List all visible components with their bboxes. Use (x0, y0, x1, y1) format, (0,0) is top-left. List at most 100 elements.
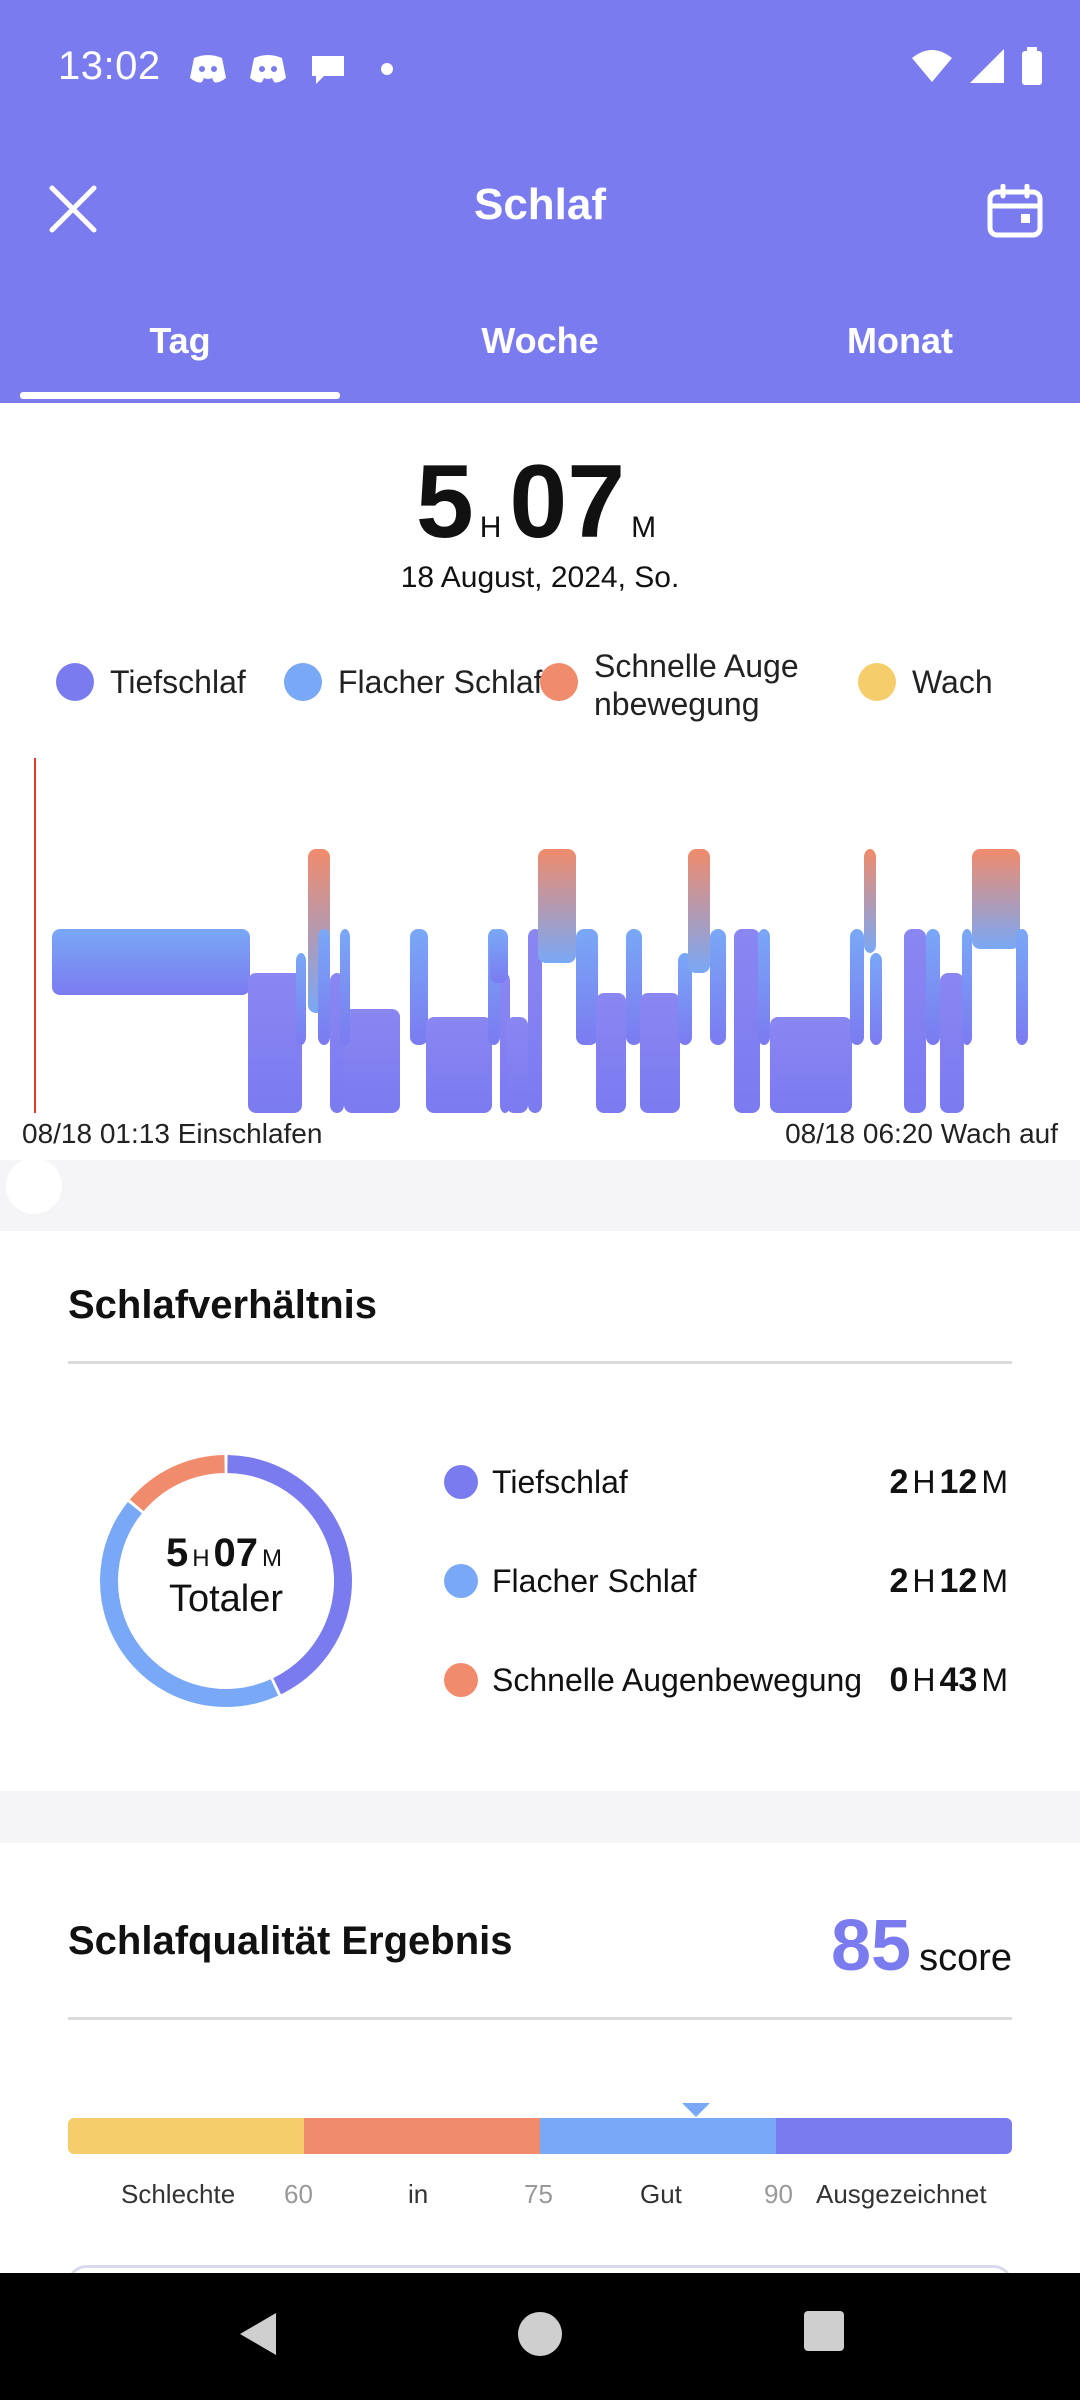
tab-month[interactable]: Monat (847, 320, 953, 361)
segment-rem (972, 849, 1020, 949)
segment-light (1016, 929, 1028, 1045)
ratio-deep-name: Tiefschlaf (492, 1463, 628, 1500)
legend-light-label: Flacher Schlaf (338, 663, 543, 700)
segment-light (850, 929, 864, 1045)
segment-light (870, 953, 882, 1045)
ratio-light-name: Flacher Schlaf (492, 1562, 697, 1599)
chat-bubble-icon (312, 56, 344, 84)
segment-deep (770, 1017, 852, 1113)
awake-dot (858, 663, 896, 701)
score-value: 85 (830, 1906, 912, 1986)
segment-light (576, 929, 598, 1045)
toolbar: Schlaf (0, 150, 1080, 270)
ratio-row-deep: Tiefschlaf 2 H 12 M (444, 1457, 1012, 1507)
legend-deep-label: Tiefschlaf (110, 663, 246, 700)
legend-deep: Tiefschlaf (56, 663, 246, 701)
segment-deep (528, 929, 542, 1113)
donut-slice-deep (227, 1455, 352, 1695)
status-time: 13:02 (58, 44, 161, 88)
segment-rem (538, 849, 576, 963)
segment-light (318, 929, 330, 1045)
tab-week[interactable]: Woche (481, 320, 599, 361)
segment-deep (506, 1017, 528, 1113)
sleep-ratio-donut (99, 1455, 352, 1707)
donut-slice-light (99, 1501, 279, 1707)
score-unit: score (919, 1937, 1012, 1979)
light-dot (444, 1564, 478, 1598)
rem-minutes: 43 (939, 1660, 978, 1699)
center-hours-unit: H (192, 1545, 210, 1572)
rem-hours: 0 (889, 1660, 909, 1699)
legend-rem: Schnelle Auge nbewegung (540, 647, 799, 723)
segment-rem (864, 849, 876, 953)
quality-title: Schlafqualität Ergebnis (68, 1919, 513, 1963)
center-hours: 5 (165, 1531, 189, 1575)
deep-dot (56, 663, 94, 701)
center-minutes: 07 (213, 1531, 259, 1575)
center-minutes-unit: M (262, 1545, 283, 1572)
sleep-stage-timeline[interactable] (0, 753, 1080, 1123)
tab-day[interactable]: Tag (0, 300, 360, 403)
light-hours: 2 (889, 1561, 909, 1600)
calendar-button[interactable] (980, 176, 1050, 246)
period-tabs: Tag Woche Monat (0, 300, 1080, 403)
legend-awake: Wach (858, 663, 993, 701)
system-navigation-bar (0, 2273, 1080, 2400)
ratio-row-rem: Schnelle Augenbewegung 0 H 43 M (444, 1655, 1012, 1705)
light-dot (284, 663, 322, 701)
scroll-handle[interactable] (6, 1158, 62, 1214)
legend-rem-label-1: Schnelle Auge (594, 648, 799, 684)
segment-deep (248, 973, 302, 1113)
segment-light (926, 929, 940, 1045)
sleep-summary-card: 5 H07 M 18 August, 2024, So. Tiefschlaf Fl… (0, 403, 1080, 1190)
center-label: Totaler (168, 1578, 284, 1620)
total-sleep-time: 5 H07 M (0, 443, 1080, 562)
scale-label-excellent: Ausgezeichnet (816, 2179, 987, 2209)
header: 13:02 (0, 0, 1080, 403)
rem-dot (444, 1663, 478, 1697)
sleep-start-label: 08/18 01:13 Einschlafen (22, 1118, 323, 1149)
segment-light (758, 929, 770, 1045)
scale-threshold-60: 60 (284, 2179, 313, 2209)
quality-divider (68, 2017, 1012, 2020)
scale-label-poor: Schlechte (121, 2179, 236, 2209)
score-marker (682, 2103, 710, 2117)
scale-fair (304, 2118, 540, 2154)
scale-threshold-90: 90 (764, 2179, 793, 2209)
back-icon[interactable] (234, 2309, 280, 2359)
cellular-signal-icon (970, 49, 1004, 83)
discord-icon-2 (250, 55, 286, 83)
hours-unit: H (479, 511, 502, 544)
segment-light (410, 929, 428, 1045)
deep-dot (444, 1465, 478, 1499)
quality-scale-bar (68, 2118, 1012, 2154)
scale-label-fair: in (408, 2179, 429, 2209)
home-icon[interactable] (515, 2309, 565, 2359)
segment-deep (596, 993, 626, 1113)
segment-light (626, 929, 642, 1045)
donut-slice-rem (129, 1455, 225, 1512)
rem-dot (540, 663, 578, 701)
recents-icon[interactable] (802, 2309, 846, 2353)
sleep-ratio-card: Schlafverhältnis 5 H 07 M Totaler Tiefschla… (0, 1231, 1080, 1791)
segment-rem (688, 849, 710, 973)
segment-deep (940, 973, 964, 1113)
segment-light (490, 929, 508, 983)
deep-minutes: 12 (939, 1462, 978, 1501)
total-hours: 5 (415, 444, 474, 560)
close-button[interactable] (40, 176, 106, 242)
legend-awake-label: Wach (912, 663, 993, 700)
ratio-divider (68, 1361, 1012, 1364)
total-minutes: 07 (509, 444, 626, 560)
segment-light (296, 953, 306, 1045)
card-separator (0, 1160, 1080, 1190)
system-icons (910, 46, 1044, 86)
segment-deep (734, 929, 760, 1113)
minutes-unit: M (631, 511, 657, 544)
stage-legend: Tiefschlaf Flacher Schlaf Schnelle Auge … (0, 643, 1080, 723)
legend-light: Flacher Schlaf (284, 663, 543, 701)
segment-deep (426, 1017, 492, 1113)
close-icon (49, 185, 97, 233)
wifi-icon (912, 50, 952, 82)
scale-threshold-75: 75 (524, 2179, 553, 2209)
